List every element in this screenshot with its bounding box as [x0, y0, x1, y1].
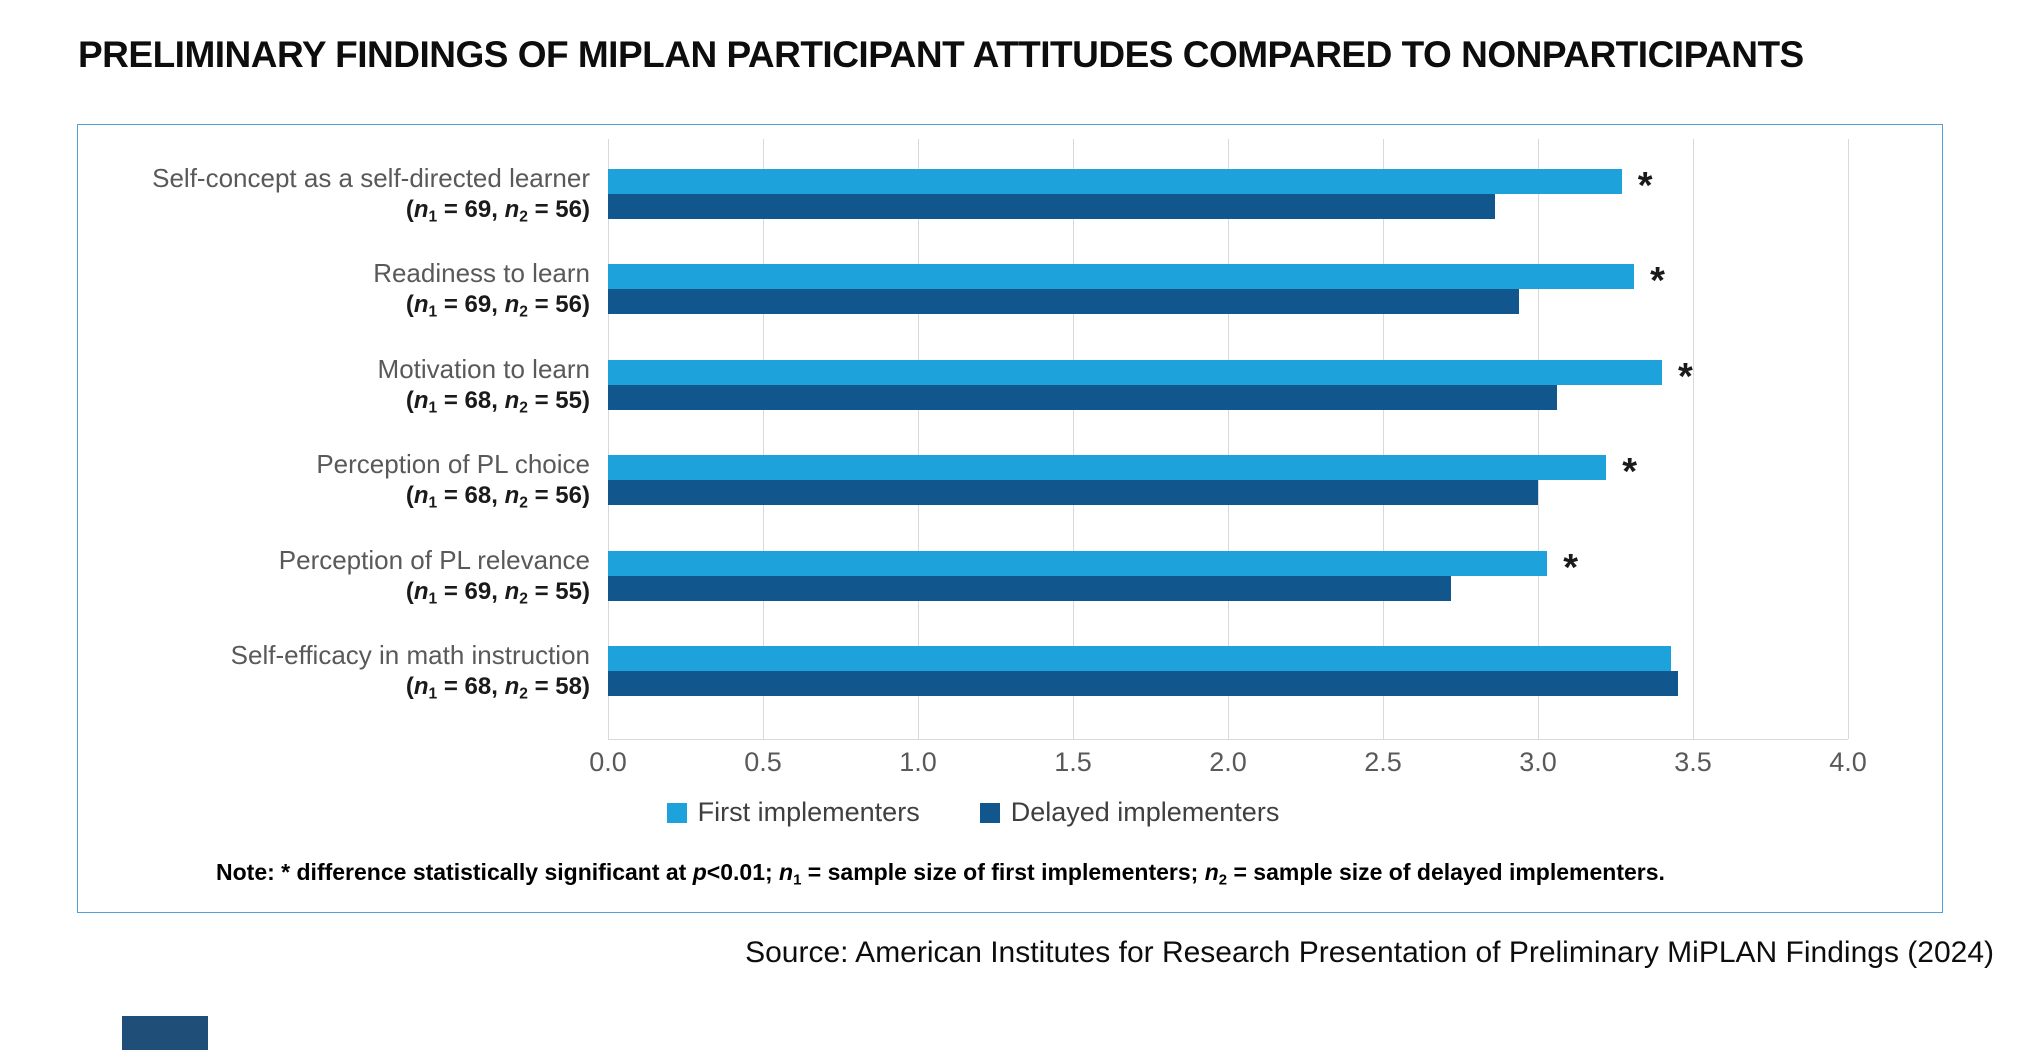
- gridline: [763, 139, 764, 739]
- category-label: Perception of PL choice (n1 = 68, n2 = 56…: [70, 449, 590, 519]
- bar-delayed-implementers: [608, 671, 1678, 696]
- bar-first-implementers: [608, 455, 1607, 481]
- bar-delayed-implementers: [608, 575, 1452, 601]
- bar-first-implementers: [608, 646, 1672, 671]
- chart-legend: First implementers Delayed implementers: [78, 797, 1868, 828]
- category-sample-sizes: (n1 = 69, n2 = 55): [405, 577, 590, 608]
- significance-asterisk: *: [1650, 260, 1665, 303]
- bar-first-implementers: [608, 169, 1622, 194]
- significance-asterisk: *: [1637, 165, 1653, 207]
- gridline: [1383, 139, 1384, 739]
- category-name: Motivation to learn: [377, 353, 590, 384]
- page-title: PRELIMINARY FINDINGS OF MIPLAN PARTICIPA…: [78, 34, 1804, 75]
- category-sample-sizes: (n1 = 68, n2 = 56): [405, 482, 590, 512]
- category-sample-sizes: (n1 = 68, n2 = 55): [405, 386, 590, 417]
- legend-label: First implementers: [697, 797, 920, 827]
- gridline: [1848, 139, 1849, 739]
- bar-delayed-implementers: [608, 194, 1495, 219]
- category-sample-sizes: (n1 = 69, n2 = 56): [405, 291, 590, 322]
- x-tick-label: 2.0: [1209, 747, 1247, 777]
- category-label: Perception of PL relevance (n1 = 69, n2 =…: [70, 545, 590, 615]
- chart-container: 0.0 0.5 1.0 1.5 2.0 2.5 3.0 3.5 4.0 Self-concept …: [77, 124, 1943, 913]
- category-sample-sizes: (n1 = 68, n2 = 58): [405, 673, 590, 703]
- category-name: Perception of PL choice: [316, 449, 590, 480]
- category-label: Motivation to learn (n1 = 68, n2 = 55): [70, 354, 590, 424]
- bar-first-implementers: [608, 550, 1548, 576]
- x-tick-label: 3.0: [1519, 747, 1557, 777]
- significance-asterisk: *: [1622, 451, 1637, 494]
- category-label: Self-efficacy in math instruction (n1 = 6…: [70, 640, 590, 710]
- category-name: Perception of PL relevance: [278, 544, 590, 575]
- gridline: [1693, 139, 1694, 739]
- bar-chart: 0.0 0.5 1.0 1.5 2.0 2.5 3.0 3.5 4.0 Self-concept …: [78, 125, 1942, 912]
- x-tick-label: 3.5: [1674, 747, 1712, 777]
- category-label: Self-concept as a self-directed learner(…: [70, 163, 590, 233]
- x-tick-label: 4.0: [1829, 747, 1867, 777]
- legend-item: First implementers: [666, 797, 920, 828]
- x-tick-label: 1.0: [899, 747, 937, 777]
- category-name: Self-efficacy in math instruction: [230, 640, 590, 670]
- category-label: Readiness to learn (n1 = 69, n2 = 56): [70, 258, 590, 328]
- legend-item: Delayed implementers: [979, 797, 1280, 828]
- bar-delayed-implementers: [608, 480, 1538, 506]
- bar-first-implementers: [608, 264, 1635, 290]
- significance-asterisk: *: [1563, 546, 1579, 589]
- bar-first-implementers: [608, 359, 1662, 385]
- category-sample-sizes: (n1 = 69, n2 = 56): [405, 196, 590, 226]
- bar-delayed-implementers: [608, 384, 1557, 410]
- legend-swatch: [979, 802, 1000, 823]
- source-text: Source: American Institutes for Research…: [745, 936, 1994, 969]
- chart-note: Note: * difference statistically signifi…: [216, 859, 1665, 889]
- category-name: Self-concept as a self-directed learner: [152, 163, 590, 193]
- legend-swatch: [666, 802, 687, 823]
- x-tick-label: 1.5: [1054, 747, 1092, 777]
- category-name: Readiness to learn: [373, 258, 590, 289]
- x-tick-label: 0.5: [744, 747, 782, 777]
- gridline: [1073, 139, 1074, 739]
- footer-accent-bar: [122, 1016, 208, 1050]
- gridline: [1538, 139, 1539, 739]
- x-tick-label: 0.0: [589, 747, 627, 777]
- x-axis-line: [608, 739, 1848, 740]
- legend-label: Delayed implementers: [1010, 797, 1280, 827]
- significance-asterisk: *: [1678, 355, 1693, 398]
- x-tick-label: 2.5: [1364, 747, 1402, 777]
- gridline: [918, 139, 919, 739]
- gridline: [1228, 139, 1229, 739]
- bar-delayed-implementers: [608, 289, 1520, 315]
- gridline: [608, 139, 609, 739]
